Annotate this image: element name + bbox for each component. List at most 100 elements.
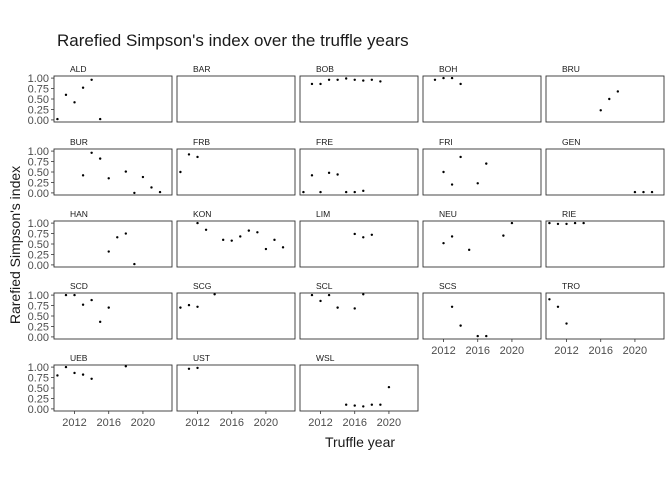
facet-strip-label: BAR — [193, 64, 210, 74]
data-point — [124, 232, 128, 235]
facet-strip-label: KON — [193, 209, 211, 219]
y-tick-label: 0.75 — [28, 301, 49, 313]
data-point — [379, 403, 382, 406]
panel-border — [176, 75, 296, 123]
facet-panel-tro: TRO 2012 2016 2020 — [545, 281, 665, 357]
facet-strip-label: SCL — [316, 281, 333, 291]
facet-strip-label: BUR — [70, 137, 88, 147]
y-tick-label: 1.00 — [28, 290, 49, 302]
data-point — [310, 174, 314, 177]
x-tick-label: 2012 — [62, 417, 86, 429]
data-point — [90, 151, 93, 154]
facet-panel-rie: RIE — [545, 209, 665, 268]
data-point — [133, 262, 136, 266]
data-point — [502, 234, 505, 237]
data-point — [353, 190, 356, 194]
y-tick-label: 0.00 — [28, 404, 49, 416]
data-point — [336, 173, 339, 176]
facet-panel-frb: FRB — [176, 137, 296, 196]
facet-strip-label: FRI — [439, 137, 453, 147]
data-point — [327, 293, 331, 297]
y-tick-label: 0.75 — [28, 84, 49, 96]
facet-strip-label: SCS — [439, 281, 457, 291]
facet-strip-label: LIM — [316, 209, 330, 219]
data-point — [179, 306, 182, 309]
data-point — [556, 222, 560, 226]
facet-strip-label: ALD — [70, 64, 87, 74]
data-point — [319, 299, 322, 303]
data-point — [196, 305, 199, 308]
data-point — [485, 334, 488, 338]
facet-strip-label: GEN — [562, 137, 580, 147]
panel-border — [422, 148, 542, 196]
data-point — [256, 231, 259, 234]
data-point — [476, 182, 479, 185]
data-point — [239, 235, 242, 238]
facet-strip-label: HAN — [70, 209, 88, 219]
data-point — [327, 171, 331, 175]
data-point — [642, 190, 645, 194]
data-point — [510, 221, 514, 225]
data-point — [133, 191, 136, 195]
data-point — [98, 320, 102, 324]
data-point — [310, 82, 314, 86]
data-point — [73, 293, 76, 297]
data-point — [379, 80, 382, 83]
data-point — [81, 303, 85, 306]
facet-panel-ust: UST 2012 2016 2020 — [176, 353, 296, 429]
data-point — [442, 170, 445, 174]
panel-border — [545, 292, 665, 340]
facet-panel-gen: GEN — [545, 137, 665, 196]
data-point — [116, 236, 119, 239]
panel-border — [176, 220, 296, 268]
facet-strip-label: FRB — [193, 137, 210, 147]
data-point — [179, 170, 182, 174]
x-tick-label: 2020 — [377, 417, 401, 429]
panel-border — [53, 292, 173, 340]
x-tick-label: 2012 — [308, 417, 332, 429]
x-tick-label: 2020 — [623, 345, 647, 357]
facet-panel-scd: SCD 0.000.250.500.751.00 — [28, 281, 173, 344]
facet-panel-bob: BOB — [299, 64, 419, 123]
data-point — [107, 250, 110, 253]
data-point — [98, 117, 102, 121]
data-point — [90, 298, 93, 302]
y-tick-label: 0.25 — [28, 104, 49, 116]
data-point — [459, 324, 462, 327]
data-point — [485, 162, 488, 165]
facet-panel-boh: BOH — [422, 64, 542, 123]
panel-border — [299, 148, 419, 196]
facet-panel-bar: BAR — [176, 64, 296, 123]
y-tick-label: 0.00 — [28, 115, 49, 127]
data-point — [370, 233, 374, 236]
data-point — [187, 303, 191, 307]
data-point — [56, 117, 59, 121]
panel-border — [53, 364, 173, 412]
data-point — [336, 78, 339, 81]
x-tick-label: 2016 — [588, 345, 612, 357]
y-tick-label: 0.50 — [28, 311, 49, 323]
x-axis-title: Truffle year — [325, 434, 395, 450]
facet-panel-scs: SCS 2012 2016 2020 — [422, 281, 542, 357]
facet-panel-fre: FRE — [299, 137, 419, 196]
data-point — [310, 293, 314, 297]
data-point — [281, 246, 285, 249]
panel-border — [422, 75, 542, 123]
facet-strip-label: UST — [193, 353, 210, 363]
data-point — [81, 174, 85, 177]
data-point — [387, 385, 391, 389]
y-tick-label: 1.00 — [28, 73, 49, 85]
facet-strip-label: BOH — [439, 64, 457, 74]
data-point — [98, 157, 102, 160]
data-point — [450, 183, 454, 186]
panel-border — [299, 292, 419, 340]
data-point — [573, 221, 577, 225]
x-tick-label: 2016 — [96, 417, 120, 429]
facet-strip-label: BOB — [316, 64, 334, 74]
data-point — [64, 93, 68, 97]
y-tick-label: 1.00 — [28, 146, 49, 158]
data-point — [319, 82, 322, 86]
panel-border — [545, 75, 665, 123]
data-point — [442, 76, 445, 80]
x-tick-label: 2012 — [554, 345, 578, 357]
